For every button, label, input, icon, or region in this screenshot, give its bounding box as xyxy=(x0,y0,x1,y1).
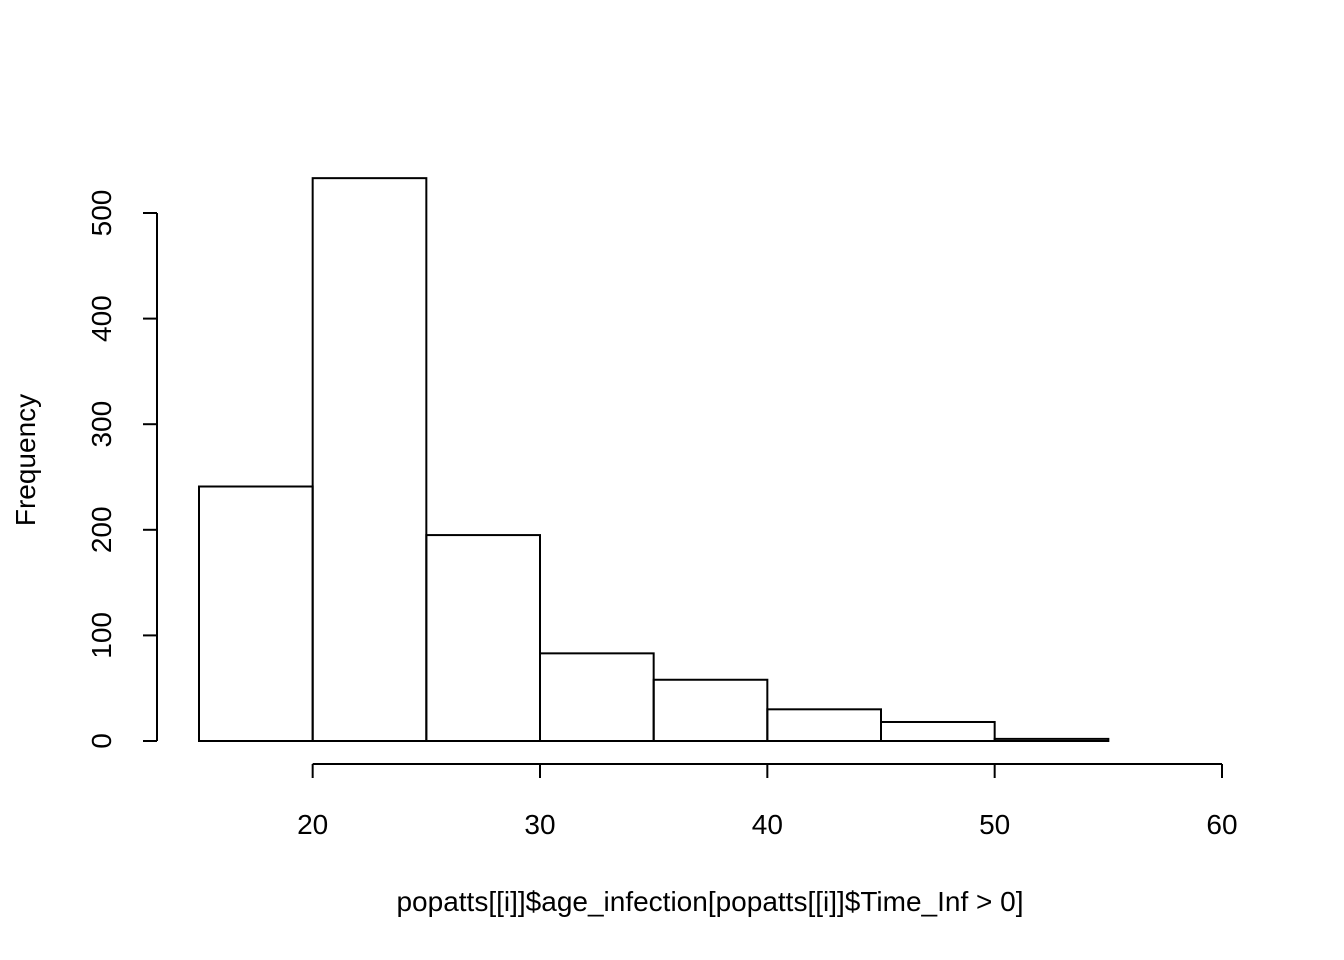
y-tick-label-2: 200 xyxy=(86,506,117,553)
histogram-bar-1 xyxy=(311,177,428,743)
histogram-bars xyxy=(198,177,1110,743)
histogram-bar-0 xyxy=(198,485,314,742)
x-tick-label-1: 30 xyxy=(524,809,555,840)
x-tick-label-2: 40 xyxy=(752,809,783,840)
x-tick-label-4: 60 xyxy=(1206,809,1237,840)
y-axis-label: Frequency xyxy=(10,394,41,526)
histogram-bar-3 xyxy=(539,652,655,742)
histogram-bar-6 xyxy=(880,720,996,743)
histogram-bar-4 xyxy=(652,678,769,743)
y-tick-label-1: 100 xyxy=(86,612,117,659)
y-tick-label-0: 0 xyxy=(86,733,117,749)
x-axis: 20 30 40 50 60 xyxy=(297,763,1238,840)
histogram-bar-7 xyxy=(993,737,1110,743)
histogram-bar-5 xyxy=(766,708,882,743)
y-axis: 0 100 200 300 400 500 xyxy=(86,190,158,749)
histogram-bar-2 xyxy=(425,534,542,743)
x-axis-label: popatts[[i]]$age_infection[popatts[[i]]$… xyxy=(396,886,1023,917)
y-tick-label-3: 300 xyxy=(86,401,117,448)
y-tick-label-5: 500 xyxy=(86,190,117,237)
x-tick-label-3: 50 xyxy=(979,809,1010,840)
x-tick-label-0: 20 xyxy=(297,809,328,840)
y-tick-label-4: 400 xyxy=(86,295,117,342)
